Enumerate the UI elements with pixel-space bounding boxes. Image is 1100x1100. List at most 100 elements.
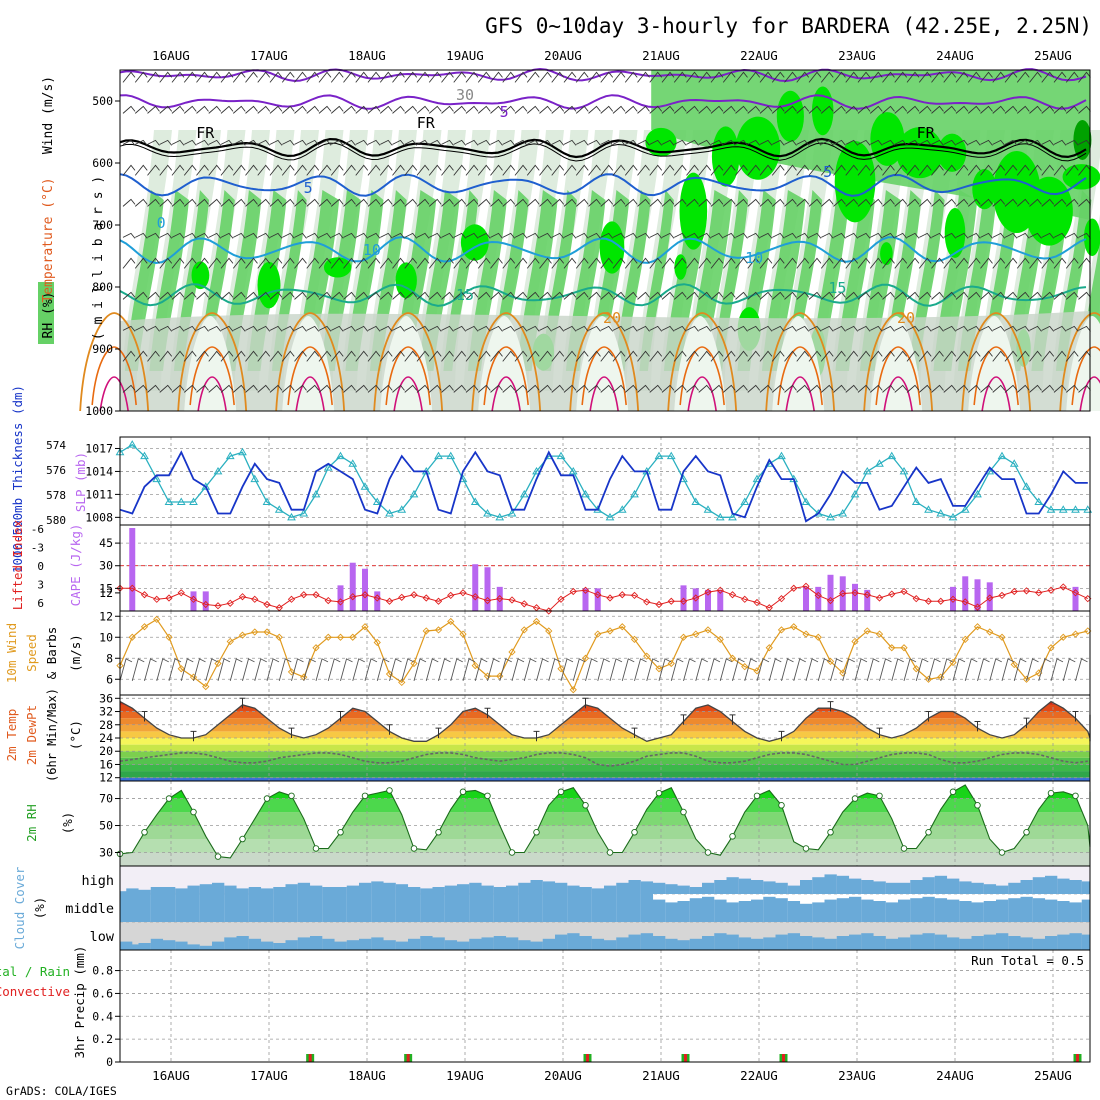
wind-barb	[771, 384, 785, 393]
wind-barb	[1016, 257, 1030, 269]
cloud-bar-high	[579, 887, 592, 894]
wind-barb	[220, 164, 234, 176]
wind-barb	[968, 325, 981, 332]
wind-barb	[772, 325, 785, 332]
lifted-index-point	[790, 584, 798, 592]
tick-label: 6	[106, 672, 113, 686]
wind-speed-point	[1059, 633, 1067, 641]
wind-barb	[416, 164, 430, 176]
lifted-index-point	[924, 597, 933, 605]
thickness-ylabel: 1000-500mb Thickness (dm)	[10, 385, 25, 573]
wind-barb	[318, 232, 332, 239]
rh-saturated-patch	[679, 172, 708, 250]
surface-wind-barb	[278, 658, 292, 681]
surface-wind-barb	[119, 658, 133, 681]
wind-barb	[281, 71, 295, 83]
cloud-bar-high	[934, 875, 948, 894]
cloud-bar-middle	[971, 902, 984, 922]
wind-barb	[257, 232, 271, 239]
cloud-bar-high	[150, 887, 164, 894]
rh-point	[876, 792, 883, 800]
wind-barb	[575, 105, 589, 114]
wind-barb	[1066, 139, 1079, 146]
wind-barb	[882, 198, 895, 207]
surface-wind-barb	[376, 658, 390, 681]
cloud-bar-low	[983, 934, 997, 950]
wind-barb	[698, 325, 712, 332]
wind-barb	[747, 257, 761, 269]
wind-barb	[612, 71, 626, 83]
cloud-bar-low	[493, 936, 507, 950]
cloud-bar-low	[444, 940, 458, 950]
cloud-bar-high	[408, 887, 421, 894]
wind-barb	[551, 384, 565, 393]
cloud-bar-middle	[763, 896, 776, 922]
lifted-index-point	[263, 600, 271, 609]
slp-point	[1071, 505, 1080, 513]
temp-ylabel-part: 2m DewPt	[24, 705, 39, 765]
contour-line	[119, 94, 1087, 110]
lifted-index-point	[312, 591, 320, 599]
wind-barb	[845, 164, 859, 176]
wind-barb	[980, 350, 993, 362]
slp-point	[948, 512, 958, 521]
rh-dry-dome	[380, 316, 433, 411]
wind-barb	[490, 384, 503, 393]
cloud-bar-middle	[800, 903, 813, 922]
wind-barb	[747, 325, 761, 332]
wind-barb	[184, 325, 197, 332]
slp-point	[1022, 482, 1031, 490]
wind-barb	[686, 232, 699, 239]
tick-label: 800	[92, 280, 113, 294]
wind-barb	[477, 291, 491, 300]
slp-point	[311, 489, 321, 498]
cloud-bar-high	[861, 880, 874, 894]
tick-label: 15	[99, 581, 113, 595]
cloud-row-label: high	[81, 873, 114, 889]
cloud-bar-low	[812, 937, 825, 950]
surface-wind-barb	[401, 658, 414, 681]
wind-barb	[735, 71, 748, 83]
wind-barb	[649, 105, 663, 114]
wind-barb	[857, 105, 871, 114]
rh-saturated-patch	[257, 261, 281, 309]
cloud-bar-middle	[163, 894, 176, 922]
contour-line	[287, 346, 333, 406]
wind-barb	[208, 257, 222, 269]
rh-ylabel-part: 2m RH	[24, 804, 39, 842]
surface-wind-barb	[229, 658, 243, 681]
wind-barb	[367, 139, 381, 146]
wind-barb	[441, 105, 454, 114]
wind-barb	[465, 291, 479, 300]
wind-barb	[306, 105, 320, 114]
cloud-bar-high	[971, 882, 984, 894]
wind-barb	[379, 291, 393, 300]
wind-barb	[257, 350, 271, 362]
wind-barb	[392, 257, 405, 269]
cloud-bar-high	[591, 888, 605, 894]
surface-wind-barb	[658, 658, 672, 681]
wind-barb	[992, 257, 1006, 269]
wind-barb	[563, 71, 577, 83]
wind-barb	[208, 384, 222, 393]
wind-barb	[196, 71, 209, 83]
lifted-index-point	[434, 597, 443, 605]
wind-barb	[869, 71, 883, 83]
precip-bar-convective	[308, 1054, 312, 1062]
rh-point	[386, 787, 393, 794]
wind-barb	[171, 71, 185, 83]
date-label-top: 25AUG	[1034, 48, 1072, 63]
lifted-index-point	[851, 589, 859, 597]
wind-barb	[588, 198, 601, 207]
wind-barb	[1004, 350, 1018, 362]
wind-barb	[208, 232, 222, 239]
wind-barb	[183, 291, 197, 300]
wind-speed-point	[251, 628, 259, 636]
wind-speed-point	[765, 644, 773, 652]
slp-point	[140, 451, 149, 460]
contour-label: 20	[897, 309, 915, 327]
cloud-bar-high	[1057, 878, 1070, 894]
wind-barb	[1065, 164, 1079, 176]
wind-barb	[159, 105, 173, 114]
wind-barb	[710, 105, 724, 114]
